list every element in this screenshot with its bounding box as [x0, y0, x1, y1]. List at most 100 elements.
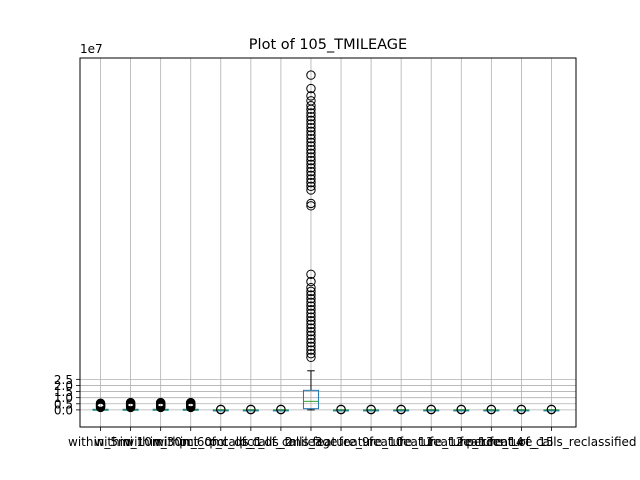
box-8	[302, 70, 319, 411]
outlier-point	[306, 341, 316, 352]
outlier-point	[306, 345, 316, 355]
outlier-point	[306, 276, 316, 287]
outlier-point	[306, 185, 316, 195]
x-tick-label: feature_11	[369, 435, 434, 449]
outlier-point	[306, 352, 316, 363]
outlier-point	[306, 201, 316, 211]
y-tick-label: 0.5	[54, 397, 73, 411]
x-tick-label: pct_of_calls_3	[239, 435, 322, 449]
outlier-point	[306, 177, 316, 188]
outlier-point	[306, 137, 316, 148]
x-tick-label: within_10mi	[94, 435, 167, 449]
outlier-point	[306, 148, 316, 159]
outlier-point	[306, 115, 316, 126]
outlier-point	[306, 108, 316, 118]
outlier-point	[306, 144, 316, 155]
x-tick-label: feature_15	[489, 435, 554, 449]
outlier-point	[306, 141, 316, 151]
outlier-point	[306, 70, 316, 80]
outlier-point	[95, 398, 106, 408]
outlier-point	[306, 315, 316, 326]
outlier-point	[306, 111, 316, 122]
outlier-point	[125, 397, 136, 408]
outlier-point	[306, 122, 316, 133]
x-tick-label: tmileage	[285, 435, 338, 449]
outlier-point	[306, 283, 316, 293]
outlier-point	[456, 404, 466, 414]
chart-title: Plot of 105_TMILEAGE	[249, 37, 407, 53]
outlier-point	[306, 269, 316, 279]
outlier-point	[306, 297, 316, 308]
outlier-point	[306, 83, 316, 94]
y-tick-label: 1.5	[54, 385, 73, 399]
outlier-point	[306, 119, 316, 129]
outlier-point	[306, 166, 316, 177]
box-2	[122, 397, 139, 413]
outlier-point	[306, 330, 316, 341]
box-7	[272, 404, 289, 415]
x-tick-label: feature_14	[459, 435, 524, 449]
x-tick-label: within_30mi	[124, 435, 197, 449]
y-tick-label: 0.0	[54, 403, 73, 417]
outlier-point	[306, 159, 316, 170]
outlier-point	[306, 130, 316, 140]
box-6	[242, 404, 259, 415]
box-11	[393, 404, 410, 415]
y-tick-label: 2.5	[54, 373, 73, 387]
outlier-point	[306, 100, 316, 111]
y-scale-label: 1e7	[80, 42, 103, 56]
plot-area-frame	[79, 57, 577, 428]
outlier-point	[486, 404, 497, 414]
outlier-point	[336, 404, 346, 414]
box-9	[333, 404, 350, 415]
outlier-point	[516, 404, 527, 414]
outlier-point	[306, 305, 316, 315]
outlier-point	[306, 326, 316, 337]
outlier-point	[306, 290, 316, 300]
outlier-point	[306, 198, 316, 209]
outlier-point	[306, 312, 316, 322]
box-12	[423, 404, 440, 415]
box-16	[543, 404, 560, 415]
outlier-point	[306, 308, 316, 319]
x-tick-label: within_5mi	[68, 435, 133, 449]
outlier-point	[246, 404, 256, 414]
outlier-point	[306, 337, 316, 348]
y-axis-ticks: 0.00.51.01.52.02.5	[54, 373, 80, 417]
iqr-box	[302, 389, 319, 410]
outlier-point	[306, 96, 316, 106]
outlier-point	[306, 91, 316, 101]
outlier-point	[306, 294, 316, 304]
outlier-point	[306, 170, 316, 180]
outlier-point	[306, 174, 316, 184]
y-tick-label: 1.0	[54, 391, 73, 405]
outlier-point	[306, 301, 316, 311]
outlier-point	[366, 404, 376, 414]
x-tick-label: pct_of_calls_2	[209, 435, 292, 449]
box-1	[92, 398, 109, 413]
outlier-point	[306, 133, 316, 144]
outlier-point	[186, 397, 196, 408]
outlier-point	[306, 181, 316, 191]
x-tick-label: pct_of_calls_1	[179, 435, 262, 449]
outlier-point	[306, 155, 316, 166]
outlier-point	[546, 404, 557, 414]
grid	[80, 58, 576, 427]
outlier-point	[306, 126, 316, 137]
box-4	[182, 397, 199, 413]
box-5	[212, 404, 229, 415]
x-axis-ticks: within_5miwithin_10miwithin_30miwithin_6…	[68, 427, 637, 449]
outlier-point	[306, 163, 316, 173]
x-tick-label: feature_10	[339, 435, 404, 449]
x-tick-label: percent_of_calls_reclassified	[466, 435, 636, 449]
box-10	[363, 404, 380, 415]
box-14	[483, 404, 500, 415]
outlier-point	[306, 319, 316, 330]
outlier-point	[306, 334, 316, 344]
outlier-point	[155, 397, 166, 408]
y-tick-label: 2.0	[54, 379, 73, 393]
x-tick-label: feature_13	[429, 435, 494, 449]
outlier-point	[426, 404, 436, 414]
box-3	[152, 397, 169, 413]
